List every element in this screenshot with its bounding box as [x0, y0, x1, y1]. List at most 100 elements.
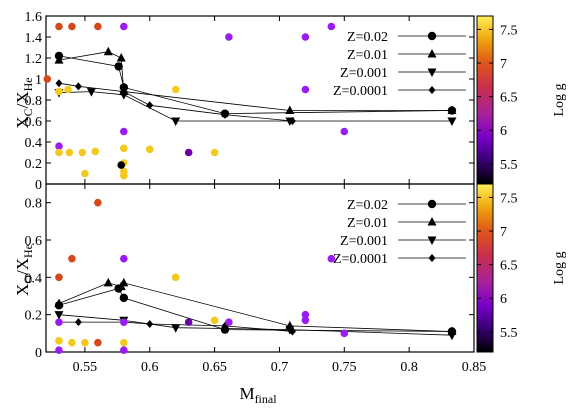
- colorbar-tick-label: 6.5: [500, 259, 518, 274]
- bottom-series-layer: [54, 277, 457, 341]
- legend-marker: [427, 49, 437, 58]
- colorbar-bottom-label: Log g: [552, 251, 567, 284]
- colored-point: [340, 329, 349, 338]
- colored-point: [68, 254, 76, 263]
- colorbar-top-ticks: 5.5 6 6.5 7 7.5: [477, 23, 518, 173]
- colored-point: [91, 147, 100, 156]
- colorbar-bottom-ticks: 5.5 6 6.5 7 7.5: [477, 191, 518, 341]
- bottom-legend: Z=0.02 Z=0.01 Z=0.001 Z=0.0001: [333, 198, 466, 267]
- colored-point: [117, 161, 126, 169]
- series-point: [119, 277, 129, 287]
- colored-point: [120, 22, 128, 31]
- series-line: [58, 51, 452, 111]
- series-point: [54, 298, 64, 307]
- series-point: [103, 46, 113, 56]
- bottom-y-ticks: 0 0.2 0.4 0.6 0.8: [25, 197, 474, 361]
- y-tick-label: 1.4: [25, 31, 43, 46]
- colored-point: [171, 85, 180, 94]
- bottom-colored-points: [55, 198, 349, 354]
- colored-point: [171, 273, 180, 282]
- series-line: [58, 288, 453, 332]
- colorbar-tick-label: 5.5: [500, 158, 518, 173]
- colored-point: [120, 338, 128, 347]
- legend-label: Z=0.02: [347, 30, 388, 45]
- colored-point: [55, 148, 63, 157]
- top-y-ticks: 0 0.2 0.4 0.6 0.8 1 1.2 1.4 1.6: [25, 10, 475, 193]
- colorbar-tick-label: 7: [500, 57, 507, 72]
- series-point: [103, 277, 113, 287]
- colored-point: [184, 148, 193, 157]
- y-tick-label: 0: [35, 178, 42, 193]
- top-panel: 00.20.40.60.811.21.41.6 Z=0.02Z=0.01Z=0.…: [13, 10, 475, 193]
- colorbar-top: 5.5 6 6.5 7 7.5 Log g: [476, 15, 567, 185]
- colorbar-tick-label: 5.5: [500, 326, 518, 341]
- colored-point: [120, 318, 128, 326]
- series-point: [54, 311, 64, 320]
- series-point: [116, 53, 126, 62]
- series-point: [285, 105, 295, 114]
- colorbar-top-label: Log g: [552, 83, 567, 116]
- colorbar-tick-label: 6: [500, 292, 507, 307]
- colored-point: [120, 346, 128, 354]
- series-point: [114, 62, 123, 71]
- y-tick-label: 0.2: [25, 309, 43, 324]
- colored-point: [301, 33, 310, 41]
- series-point: [447, 331, 457, 341]
- y-tick-label: 0.8: [25, 94, 43, 109]
- y-tick-label: 1: [35, 73, 42, 88]
- x-tick-label: 0.7: [271, 360, 289, 375]
- top-colored-points: [43, 22, 349, 180]
- colored-point: [55, 273, 63, 282]
- colored-point: [327, 22, 336, 31]
- top-plot-frame: [45, 15, 475, 185]
- colorbar-top-gradient: [476, 15, 494, 185]
- legend-marker: [428, 86, 436, 94]
- colored-point: [340, 127, 349, 136]
- colored-point: [210, 148, 219, 157]
- colored-point: [81, 338, 89, 347]
- colored-point: [301, 310, 310, 319]
- y-tick-label: 1.2: [25, 52, 43, 67]
- x-tick-label: 0.85: [462, 360, 487, 375]
- colored-point: [120, 254, 128, 263]
- y-tick-label: 0: [35, 346, 42, 361]
- series-line: [58, 314, 453, 336]
- series-point: [74, 318, 82, 327]
- colored-point: [55, 87, 63, 96]
- x-tick-label: 0.65: [202, 360, 227, 375]
- legend-marker: [427, 31, 437, 41]
- top-series-layer: [54, 46, 457, 126]
- series-point: [55, 79, 63, 88]
- colorbar-tick-label: 7.5: [500, 191, 518, 206]
- y-tick-label: 1.6: [25, 10, 43, 25]
- colored-point: [327, 254, 336, 263]
- top-legend: Z=0.02 Z=0.01 Z=0.001 Z=0.0001: [333, 30, 466, 99]
- series-point: [146, 101, 154, 110]
- series-point: [288, 327, 296, 336]
- series-point: [221, 110, 229, 119]
- legend-marker: [427, 236, 437, 245]
- colored-point: [55, 142, 63, 150]
- legend-label: Z=0.001: [340, 234, 388, 249]
- colored-point: [145, 145, 154, 154]
- colored-point: [225, 318, 233, 326]
- y-tick-label: 0.6: [25, 234, 43, 249]
- colorbar-bottom: 5.5 6 6.5 7 7.5 Log g: [476, 183, 567, 353]
- series-point: [447, 105, 457, 114]
- bottom-x-ticks: 0.55 0.6 0.65 0.7 0.75 0.8 0.85: [73, 184, 487, 375]
- colorbar-tick-label: 7: [500, 225, 507, 240]
- y-tick-label: 0.2: [25, 157, 43, 172]
- colorbar-tick-label: 6.5: [500, 91, 518, 106]
- series-point: [447, 117, 457, 126]
- legend-marker: [428, 254, 436, 262]
- bottom-y-label: XO/XHe: [13, 244, 35, 296]
- colored-point: [301, 316, 310, 325]
- x-axis-label: Mfinal: [239, 384, 277, 406]
- colored-point: [43, 75, 52, 83]
- legend-marker: [427, 68, 437, 77]
- colored-point: [64, 85, 72, 94]
- x-tick-label: 0.55: [73, 360, 98, 375]
- series-point: [74, 82, 82, 91]
- colored-point: [225, 33, 233, 41]
